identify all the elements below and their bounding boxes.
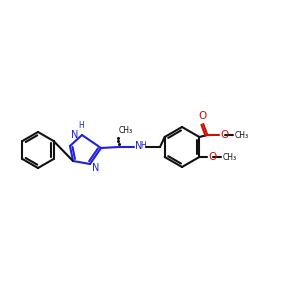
Text: O: O — [198, 111, 206, 121]
Text: H: H — [78, 121, 84, 130]
Text: CH₃: CH₃ — [222, 152, 236, 161]
Text: N: N — [92, 163, 99, 173]
Text: N: N — [71, 130, 79, 140]
Text: N: N — [136, 141, 143, 151]
Text: CH₃: CH₃ — [119, 126, 133, 135]
Text: CH₃: CH₃ — [234, 130, 248, 140]
Text: O: O — [208, 152, 217, 162]
Text: O: O — [220, 130, 229, 140]
Text: H: H — [140, 141, 146, 150]
